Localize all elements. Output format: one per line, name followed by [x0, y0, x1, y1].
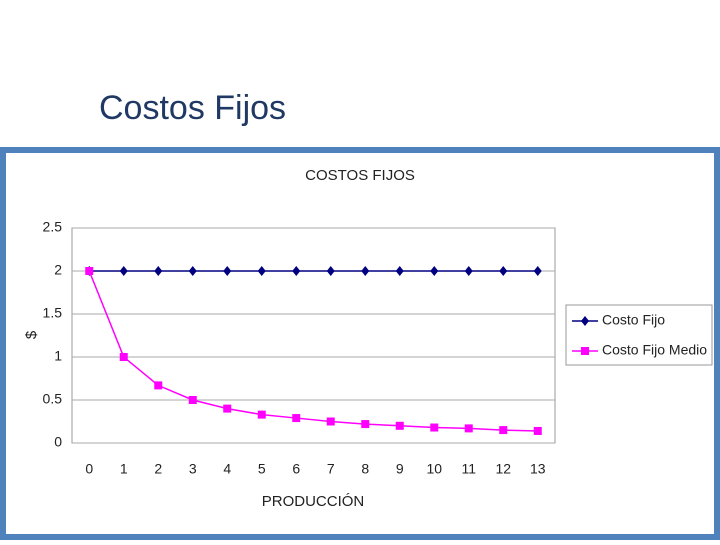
diamond-marker: [292, 266, 301, 276]
square-marker: [581, 347, 589, 355]
plot-area: [71, 227, 556, 444]
y-tick-label: 0.5: [43, 391, 63, 407]
x-axis-title: PRODUCCIÓN: [262, 493, 365, 510]
diamond-marker: [326, 266, 335, 276]
x-tick-label: 4: [223, 461, 231, 477]
chart-title: COSTOS FIJOS: [305, 167, 415, 184]
legend-label: Costo Fijo Medio: [602, 342, 707, 358]
y-axis-title: $: [23, 330, 40, 339]
x-tick-label: 11: [461, 461, 476, 477]
diamond-marker: [430, 266, 439, 276]
diamond-marker: [533, 266, 542, 276]
square-marker: [257, 410, 266, 419]
square-marker: [119, 353, 128, 361]
square-marker: [395, 421, 404, 430]
x-tick-label: 2: [154, 461, 162, 477]
y-tick-label: 2.5: [43, 219, 63, 235]
square-marker: [464, 424, 473, 433]
diamond-marker: [581, 316, 589, 326]
diamond-marker: [154, 266, 163, 276]
diamond-marker: [257, 266, 266, 276]
square-marker: [85, 267, 94, 275]
y-tick-label: 2: [54, 262, 62, 278]
square-marker: [533, 426, 542, 435]
diamond-marker: [464, 266, 473, 276]
x-tick-label: 7: [327, 461, 335, 477]
diamond-marker: [223, 266, 232, 276]
diamond-marker: [188, 266, 197, 276]
x-tick-label: 1: [120, 461, 128, 477]
y-tick-label: 1: [54, 348, 62, 364]
x-tick-label: 10: [426, 461, 442, 477]
x-tick-label: 5: [258, 461, 266, 477]
diamond-marker: [119, 266, 128, 276]
x-tick-label: 3: [189, 461, 197, 477]
square-marker: [499, 426, 508, 435]
y-tick-label: 1.5: [43, 305, 63, 321]
y-tick-label: 0: [54, 434, 62, 450]
square-marker: [154, 381, 163, 390]
x-tick-label: 9: [396, 461, 404, 477]
x-tick-label: 0: [85, 461, 93, 477]
legend-box: [565, 304, 713, 366]
x-tick-label: 12: [495, 461, 511, 477]
square-marker: [292, 414, 301, 423]
square-marker: [188, 396, 197, 404]
square-marker: [430, 423, 439, 432]
diamond-marker: [361, 266, 370, 276]
x-tick-label: 8: [361, 461, 369, 477]
slide-title: Costos Fijos: [99, 89, 286, 127]
legend-label: Costo Fijo: [602, 312, 665, 328]
diamond-marker: [499, 266, 508, 276]
square-marker: [361, 420, 370, 429]
diamond-marker: [395, 266, 404, 276]
square-marker: [326, 417, 335, 426]
series-line: [88, 270, 538, 432]
x-tick-label: 6: [292, 461, 300, 477]
square-marker: [223, 404, 232, 413]
x-tick-label: 13: [530, 461, 546, 477]
